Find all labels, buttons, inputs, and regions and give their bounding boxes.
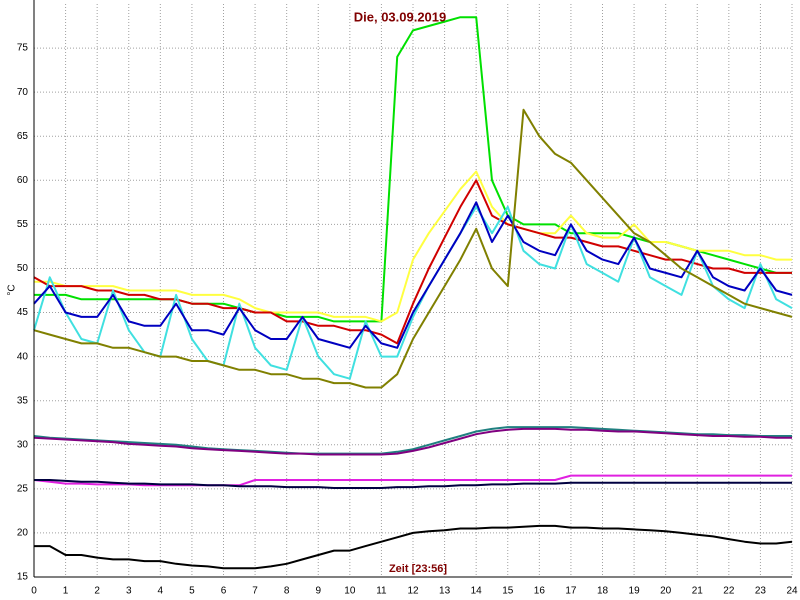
x-tick-label: 4 [158,586,164,597]
y-tick-label: 60 [17,175,29,186]
x-tick-label: 2 [94,586,100,597]
x-tick-label: 18 [597,586,609,597]
y-tick-label: 25 [17,483,29,494]
y-tick-label: 35 [17,395,29,406]
x-tick-label: 6 [221,586,227,597]
x-tick-label: 0 [31,586,37,597]
series-line [33,179,792,345]
x-tick-label: 1 [63,586,69,597]
x-tick-label: 5 [189,586,195,597]
y-tick-label: 45 [17,307,29,318]
chart-title: Die, 03.09.2019 [354,9,447,24]
x-tick-label: 11 [376,586,387,597]
y-axis-label: °C [7,284,18,295]
series-line [33,427,792,456]
x-tick-label: 3 [126,586,132,597]
x-tick-label: 8 [284,586,290,597]
y-tick-label: 15 [17,572,29,583]
x-tick-label: 16 [534,586,546,597]
x-tick-label: 14 [471,586,483,597]
y-tick-label: 20 [17,528,29,539]
x-tick-label: 10 [344,586,356,597]
x-tick-label: 21 [692,586,704,597]
series-line [34,170,792,323]
x-tick-label: 22 [723,586,735,597]
y-tick-label: 75 [17,43,29,54]
x-tick-label: 7 [252,586,258,597]
x-tick-label: 12 [407,586,419,597]
x-tick-label: 9 [315,586,321,597]
series-line [34,524,793,570]
y-tick-label: 40 [17,351,29,362]
y-tick-label: 70 [17,87,29,98]
series-line [34,479,792,489]
x-axis-label: Zeit [23:56] [389,563,447,575]
y-tick-label: 65 [17,131,29,142]
plot-lines [33,16,793,570]
x-tick-label: 20 [660,586,672,597]
x-tick-label: 24 [786,586,798,597]
series-line [33,108,793,389]
series-line [33,201,793,349]
x-tick-label: 19 [629,586,641,597]
x-tick-label: 17 [565,586,577,597]
y-tick-label: 55 [17,219,29,230]
x-tick-label: 13 [439,586,451,597]
x-tick-label: 15 [502,586,514,597]
y-tick-label: 30 [17,439,29,450]
x-tick-label: 23 [755,586,767,597]
y-tick-label: 50 [17,263,29,274]
